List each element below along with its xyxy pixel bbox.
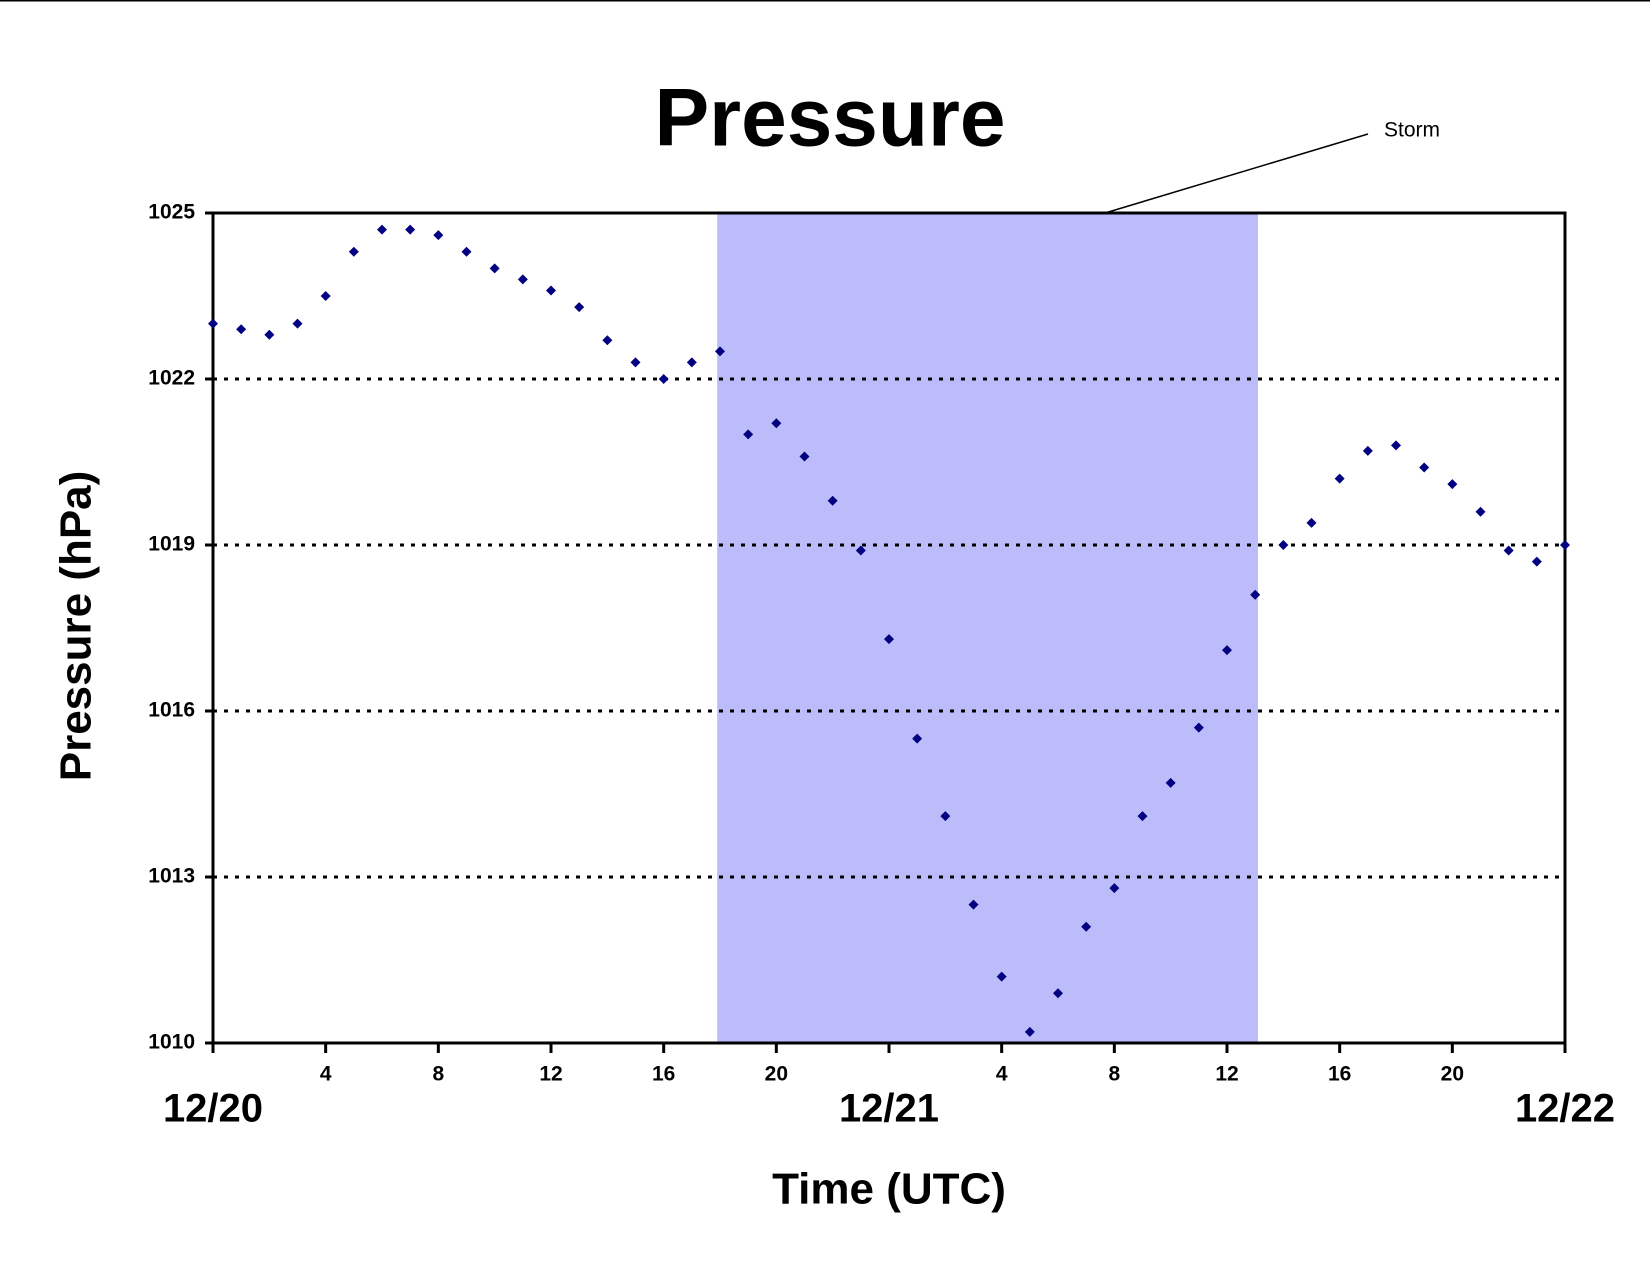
- data-point: [658, 374, 669, 384]
- x-tick-label: 20: [765, 1063, 788, 1086]
- data-point: [208, 318, 218, 329]
- x-tick-label: 8: [1108, 1063, 1120, 1086]
- data-point: [855, 545, 866, 556]
- date-tick-label: 12/20: [163, 1087, 263, 1131]
- data-point: [1391, 440, 1401, 451]
- data-point: [1475, 506, 1486, 517]
- y-tick-label: 1025: [148, 201, 195, 224]
- x-axis-label: Time (UTC): [772, 1165, 1006, 1214]
- y-tick-label: 1022: [148, 367, 195, 390]
- data-point: [377, 224, 387, 235]
- storm-label: Storm: [1384, 119, 1440, 142]
- data-point: [1447, 479, 1458, 490]
- data-point: [1165, 777, 1176, 788]
- data-point: [320, 291, 331, 301]
- data-point: [1250, 589, 1261, 600]
- data-point: [1334, 473, 1345, 484]
- data-point: [517, 274, 528, 285]
- data-point: [743, 429, 754, 440]
- data-point: [1503, 545, 1514, 556]
- y-axis-label: Pressure (hPa): [52, 471, 101, 782]
- data-point: [1053, 988, 1063, 999]
- data-point: [348, 246, 359, 257]
- data-point: [884, 634, 894, 645]
- plot-frame: [211, 211, 1567, 1045]
- storm-band: [717, 213, 1258, 1043]
- data-point: [996, 971, 1007, 982]
- x-tick-label: 8: [432, 1063, 444, 1086]
- data-point: [264, 329, 275, 340]
- data-point: [715, 346, 725, 357]
- data-point: [771, 418, 782, 429]
- data-point: [1560, 540, 1570, 550]
- data-point: [574, 302, 585, 313]
- date-tick-label: 12/21: [839, 1087, 939, 1131]
- y-tick-label: 1013: [148, 865, 195, 888]
- data-point: [602, 335, 613, 346]
- data-point: [1024, 1026, 1035, 1037]
- data-point: [461, 246, 472, 257]
- data-point: [912, 733, 923, 744]
- y-tick-label: 1019: [148, 533, 195, 556]
- x-tick-label: 20: [1441, 1063, 1464, 1086]
- data-point: [1222, 645, 1232, 656]
- data-point: [686, 357, 697, 368]
- data-point: [236, 324, 247, 335]
- data-point: [1081, 921, 1092, 932]
- y-tick-label: 1016: [148, 699, 195, 722]
- data-point: [630, 357, 641, 368]
- x-tick-label: 12: [1215, 1063, 1238, 1086]
- data-point: [1278, 540, 1289, 550]
- data-point: [799, 451, 810, 462]
- data-point: [1193, 722, 1204, 733]
- x-tick-label: 4: [320, 1063, 332, 1086]
- data-point: [292, 318, 303, 329]
- data-point: [433, 230, 444, 241]
- x-tick-label: 4: [996, 1063, 1008, 1086]
- data-point: [940, 811, 951, 822]
- x-tick-label: 12: [539, 1063, 562, 1086]
- data-point: [1137, 811, 1148, 822]
- data-point: [1419, 462, 1430, 473]
- date-tick-label: 12/22: [1515, 1087, 1615, 1131]
- data-point: [489, 263, 500, 274]
- y-tick-label: 1010: [148, 1031, 195, 1054]
- data-point: [827, 495, 838, 506]
- data-point: [546, 285, 556, 296]
- storm-leader: [1104, 133, 1369, 214]
- data-point: [1109, 883, 1120, 894]
- data-point: [1531, 556, 1542, 567]
- data-point: [1306, 517, 1317, 528]
- data-point: [405, 224, 416, 235]
- x-tick-label: 16: [652, 1063, 675, 1086]
- chart-title: Pressure: [654, 73, 1005, 164]
- x-tick-label: 16: [1328, 1063, 1351, 1086]
- data-point: [1362, 445, 1373, 456]
- data-point: [968, 899, 979, 910]
